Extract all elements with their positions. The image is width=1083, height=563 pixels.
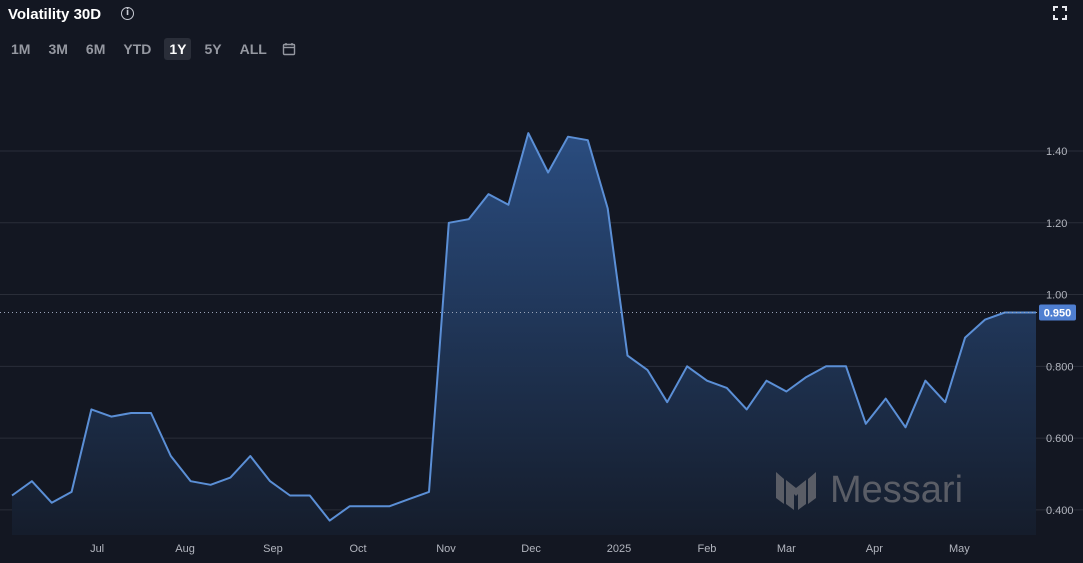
x-tick-label-3: Oct	[349, 543, 366, 555]
x-tick-label-8: Mar	[777, 543, 796, 555]
y-tick-label-5: 1.40	[1046, 146, 1067, 158]
range-1m-button[interactable]: 1M	[11, 41, 31, 57]
y-tick-label-3: 1.00	[1046, 290, 1067, 302]
range-all-button[interactable]: ALL	[239, 41, 267, 57]
messari-watermark: Messari	[776, 469, 963, 511]
x-tick-label-5: Dec	[521, 543, 541, 555]
watermark-text: Messari	[830, 469, 963, 511]
x-tick-label-9: Apr	[866, 543, 883, 555]
range-1y-button[interactable]: 1Y	[164, 38, 192, 60]
y-tick-label-2: 0.800	[1046, 361, 1074, 373]
calendar-icon[interactable]	[282, 42, 296, 56]
last-value-label: 0.950	[1044, 308, 1072, 320]
messari-logo-icon	[776, 472, 816, 510]
y-tick-label-0: 0.400	[1046, 505, 1074, 517]
x-tick-label-0: Jul	[90, 543, 104, 555]
range-5y-button[interactable]: 5Y	[204, 41, 222, 57]
y-tick-label-4: 1.20	[1046, 218, 1067, 230]
series-line	[11, 132, 1036, 522]
chart-title: Volatility 30D	[8, 6, 102, 23]
range-selector: 1M 3M 6M YTD 1Y 5Y ALL	[6, 38, 296, 60]
series-area	[12, 133, 1036, 535]
x-tick-label-10: May	[949, 543, 970, 555]
fullscreen-icon[interactable]	[1053, 6, 1067, 20]
last-value-badge	[1039, 304, 1076, 321]
range-6m-button[interactable]: 6M	[85, 41, 106, 57]
y-tick-label-1: 0.600	[1046, 433, 1074, 445]
x-tick-label-2: Sep	[263, 543, 283, 555]
range-3m-button[interactable]: 3M	[48, 41, 68, 57]
info-icon[interactable]: i	[121, 7, 134, 20]
range-ytd-button[interactable]: YTD	[123, 41, 152, 57]
x-tick-label-7: Feb	[697, 543, 716, 555]
x-tick-label-6: 2025	[607, 543, 631, 555]
x-tick-label-4: Nov	[436, 543, 456, 555]
x-tick-label-1: Aug	[175, 543, 195, 555]
